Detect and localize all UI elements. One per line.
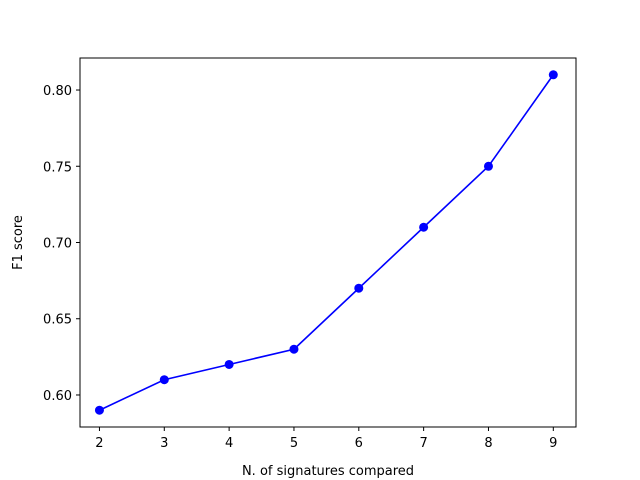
series-line [99, 74, 554, 411]
data-point [548, 70, 558, 80]
data-point [94, 405, 104, 415]
data-point [419, 222, 429, 232]
x-tick-label: 5 [290, 436, 298, 451]
data-point [354, 283, 364, 293]
x-tick-label: 7 [419, 436, 427, 451]
y-axis-label: F1 score [11, 215, 26, 270]
x-tick-label: 9 [549, 436, 557, 451]
y-tick-label: 0.70 [43, 237, 72, 252]
x-tick-label: 8 [484, 436, 492, 451]
ticks-layer: 2 3 4 5 6 7 8 9 0.60 0.65 0.70 0.75 0.80 [43, 84, 557, 451]
data-point [159, 375, 169, 385]
x-axis-label: N. of signatures compared [242, 464, 414, 479]
y-tick-label: 0.60 [43, 389, 72, 404]
y-tick-label: 0.65 [43, 313, 72, 328]
x-tick-label: 2 [95, 436, 103, 451]
x-tick-label: 6 [355, 436, 363, 451]
x-tick-label: 4 [225, 436, 233, 451]
data-point [224, 359, 234, 369]
data-layer [94, 70, 558, 415]
x-tick-label: 3 [160, 436, 168, 451]
data-point [483, 161, 493, 171]
data-point [289, 344, 299, 354]
y-tick-label: 0.80 [43, 84, 72, 99]
plot-frame [79, 57, 577, 428]
y-tick-label: 0.75 [43, 160, 72, 175]
